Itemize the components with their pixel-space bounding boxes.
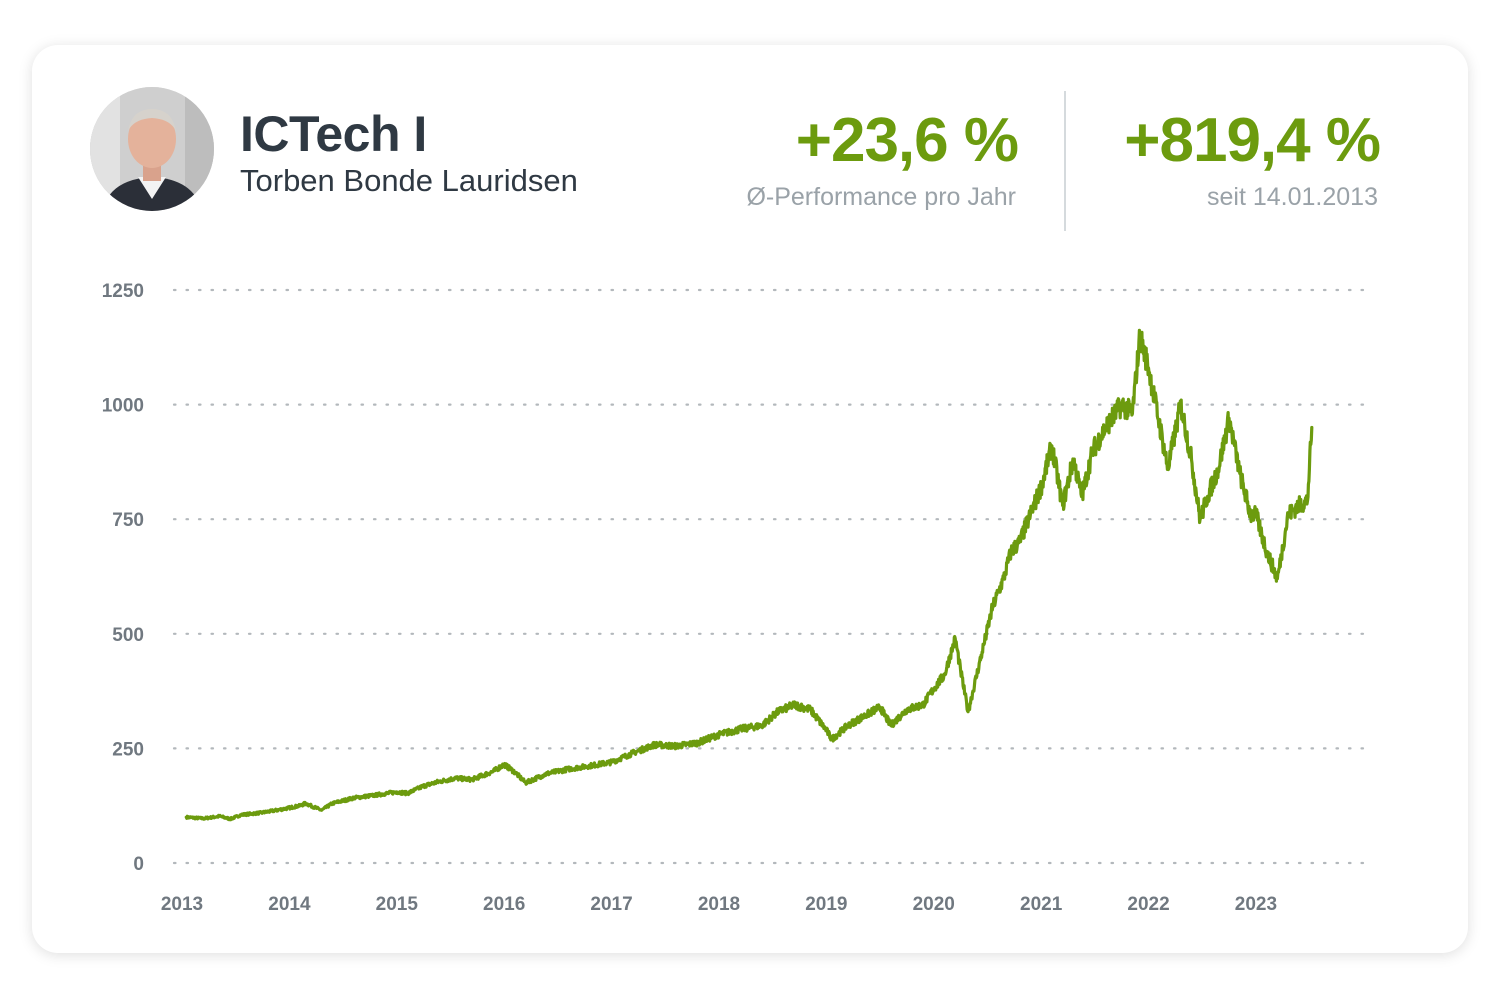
performance-line [184, 328, 1314, 822]
fund-card: ICTech I Torben Bonde Lauridsen +23,6 % … [32, 45, 1468, 953]
kpi-divider [1064, 91, 1066, 231]
x-tick-label: 2013 [161, 894, 203, 915]
x-tick-label: 2014 [268, 894, 311, 915]
x-tick-label: 2021 [1020, 894, 1063, 915]
x-tick-label: 2020 [913, 894, 955, 915]
y-tick-label: 500 [112, 625, 144, 646]
x-tick-label: 2023 [1235, 894, 1277, 915]
y-tick-label: 0 [133, 854, 144, 875]
x-tick-label: 2018 [698, 894, 740, 915]
x-tick-label: 2015 [376, 894, 419, 915]
kpi-total-performance-value: +819,4 % [1124, 106, 1381, 175]
y-tick-label: 750 [112, 510, 144, 531]
performance-chart: 0 250 500 750 1000 1250 2013 2014 2015 2016 2017 2… [102, 281, 1372, 915]
x-tick-label: 2019 [805, 894, 847, 915]
fund-name: ICTech I [240, 106, 427, 162]
y-tick-label: 1250 [102, 281, 144, 302]
x-tick-label: 2017 [590, 894, 632, 915]
y-tick-label: 250 [112, 739, 144, 760]
manager-name: Torben Bonde Lauridsen [240, 163, 578, 198]
y-tick-label: 1000 [102, 396, 144, 417]
kpi-annual-performance-label: Ø-Performance pro Jahr [746, 183, 1016, 211]
x-tick-label: 2022 [1127, 894, 1169, 915]
kpi-annual-performance-value: +23,6 % [795, 106, 1019, 175]
x-tick-label: 2016 [483, 894, 525, 915]
kpi-total-performance-label: seit 14.01.2013 [1207, 183, 1378, 211]
